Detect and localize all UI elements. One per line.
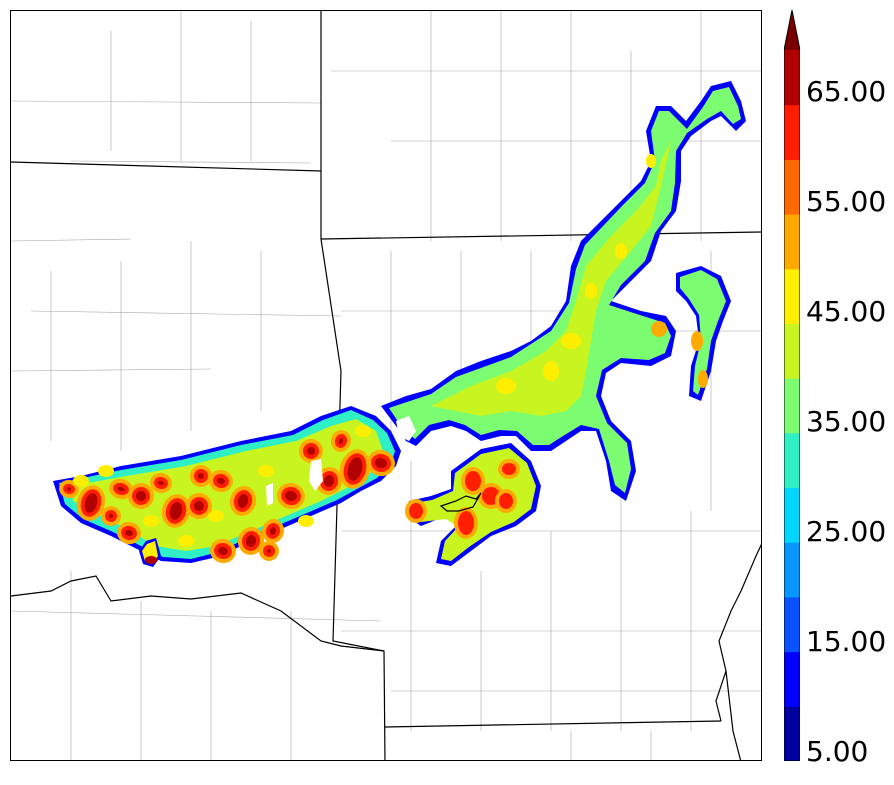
reflectivity-cell-yellow xyxy=(646,154,656,168)
reflectivity-cell-yellow xyxy=(73,475,89,487)
colorbar-segment xyxy=(784,378,800,434)
colorbar-segment xyxy=(784,50,800,106)
reflectivity-core-peak xyxy=(245,535,257,547)
reflectivity-core-peak xyxy=(84,493,98,513)
storm-gap xyxy=(396,416,416,441)
colorbar-segment xyxy=(784,596,800,653)
reflectivity-cell-yellow xyxy=(585,283,597,299)
colorbar-label-45: 45.00 xyxy=(806,295,887,328)
reflectivity-core-peak xyxy=(158,480,164,486)
reflectivity-core xyxy=(458,511,474,535)
reflectivity-cell-yellow xyxy=(496,378,516,394)
reflectivity-core-peak xyxy=(285,490,297,502)
reflectivity-core-peak xyxy=(67,487,71,491)
reflectivity-core-peak xyxy=(217,477,225,485)
reflectivity-core-peak xyxy=(267,549,271,553)
storm-east-cell xyxy=(691,331,703,351)
colorbar xyxy=(784,10,800,761)
reflectivity-core-peak xyxy=(375,457,387,469)
colorbar-segment xyxy=(784,159,800,215)
reflectivity-cell-yellow xyxy=(355,425,371,437)
reflectivity-cell-yellow xyxy=(178,535,194,547)
reflectivity-core-peak xyxy=(125,529,133,537)
reflectivity-cell-yellow xyxy=(98,465,114,477)
reflectivity-cell-yellow xyxy=(615,243,627,259)
reflectivity-field xyxy=(53,81,746,567)
storm-pendant-peak xyxy=(145,556,157,564)
reflectivity-core-peak xyxy=(117,486,125,492)
colorbar-segment xyxy=(784,323,800,379)
reflectivity-cell-yellow xyxy=(298,515,314,527)
map-panel xyxy=(10,10,762,761)
reflectivity-core-peak xyxy=(194,501,204,511)
reflectivity-core-peak xyxy=(198,473,204,479)
colorbar-label-5: 5.00 xyxy=(806,735,869,768)
colorbar-label-35: 35.00 xyxy=(806,405,887,438)
reflectivity-cell-yellow xyxy=(258,465,274,477)
colorbar-outline xyxy=(784,10,800,761)
colorbar-segment xyxy=(784,214,800,270)
storm-east-loop-fill xyxy=(680,270,726,395)
reflectivity-core xyxy=(499,493,513,509)
reflectivity-core-peak xyxy=(338,438,344,444)
storm-east-cell xyxy=(698,370,708,388)
map-canvas xyxy=(11,11,761,760)
reflectivity-cell-yellow xyxy=(208,510,224,522)
reflectivity-core xyxy=(465,471,481,491)
lake-outline xyxy=(439,492,482,512)
reflectivity-core-peak xyxy=(218,546,228,556)
state-borders xyxy=(11,11,761,760)
reflectivity-cell-yellow xyxy=(561,333,581,349)
colorbar-label-55: 55.00 xyxy=(806,185,887,218)
storm-gap xyxy=(266,483,273,506)
reflectivity-core-peak xyxy=(307,447,315,455)
colorbar-segment xyxy=(784,432,800,489)
reflectivity-cell-yellow xyxy=(543,361,559,381)
reflectivity-core-peak xyxy=(169,502,183,520)
reflectivity-core-peak xyxy=(269,527,277,535)
reflectivity-core xyxy=(409,503,423,519)
colorbar-segment xyxy=(784,104,800,160)
colorbar-segment xyxy=(784,487,800,543)
reflectivity-cell-yellow xyxy=(143,515,159,527)
reflectivity-core-peak xyxy=(323,475,335,487)
reflectivity-core-peak xyxy=(109,514,113,518)
colorbar-segment xyxy=(784,651,800,707)
colorbar-label-65: 65.00 xyxy=(806,75,887,108)
reflectivity-core-peak xyxy=(237,494,249,508)
reflectivity-core xyxy=(502,463,516,475)
storm-gap xyxy=(309,459,323,491)
colorbar-label-15: 15.00 xyxy=(806,625,887,658)
storm-east-cell xyxy=(651,321,667,337)
colorbar-extend-max xyxy=(784,10,800,50)
reflectivity-core-peak xyxy=(136,491,146,501)
colorbar-segment xyxy=(784,706,800,761)
colorbar-label-25: 25.00 xyxy=(806,515,887,548)
colorbar-segment xyxy=(784,268,800,324)
colorbar-segment xyxy=(784,542,800,598)
reflectivity-core-peak xyxy=(347,457,363,481)
